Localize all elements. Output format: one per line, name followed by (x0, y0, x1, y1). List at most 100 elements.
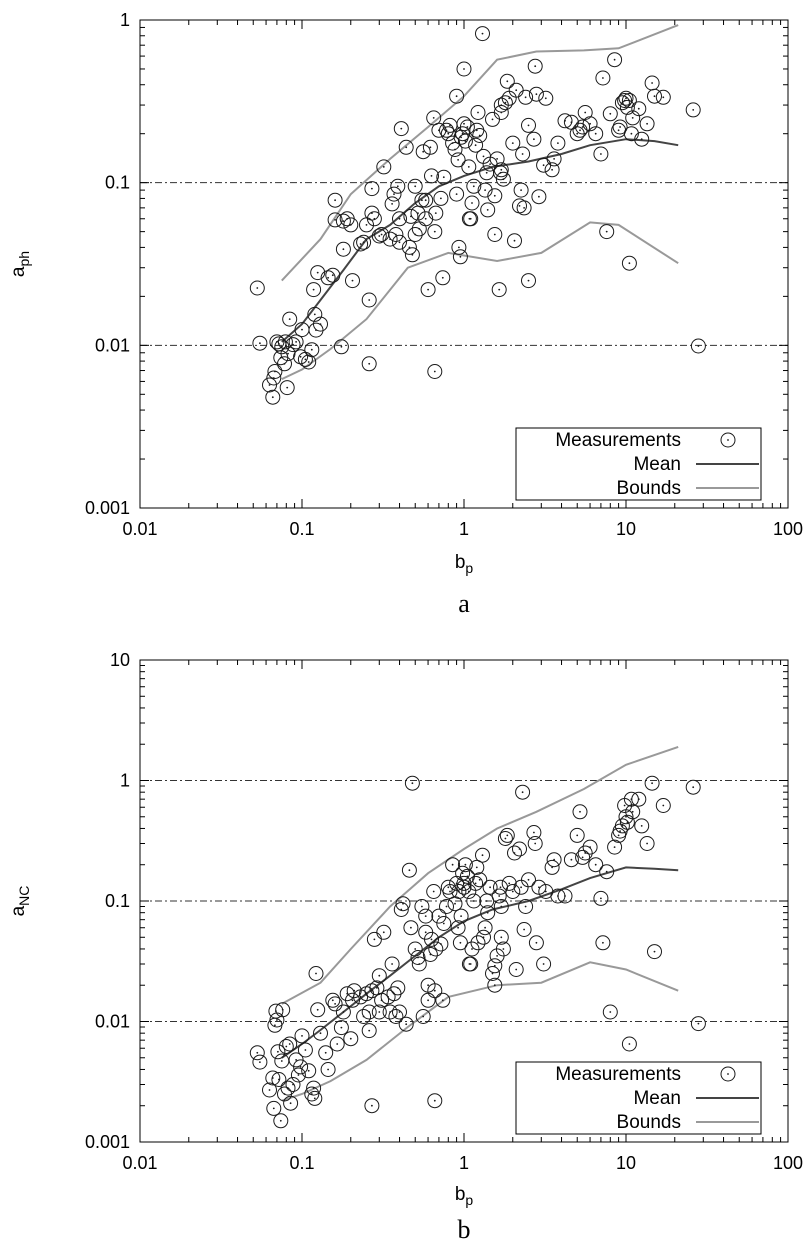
y-axis-label: aNC (8, 886, 32, 917)
data-point (449, 186, 465, 202)
data-point (401, 862, 417, 878)
data-point (497, 95, 513, 111)
x-tick-label: 0.01 (122, 519, 157, 539)
data-point (376, 159, 392, 175)
data-point (451, 239, 467, 255)
data-point (384, 956, 400, 972)
data-point (528, 935, 544, 951)
data-point (306, 282, 322, 298)
data-point (507, 845, 522, 861)
series-line-mean-mean (281, 138, 679, 343)
data-point (280, 1080, 296, 1096)
data-point (647, 944, 662, 960)
data-point (634, 818, 650, 834)
data-point (450, 152, 466, 168)
data-point (361, 1023, 377, 1039)
data-point (685, 102, 701, 118)
data-point (364, 1098, 380, 1114)
data-point (392, 1004, 407, 1020)
data-point (433, 190, 449, 206)
data-point (505, 884, 521, 899)
data-point (515, 784, 531, 800)
data-point (513, 879, 529, 895)
panel-caption: b (458, 1215, 471, 1244)
data-point (252, 1054, 268, 1070)
x-tick-labels: 0.01 0.1 1 10 100 (122, 519, 803, 539)
data-point (318, 1045, 334, 1061)
data-point (655, 798, 671, 813)
data-point (282, 1036, 298, 1052)
x-tick-label: 10 (616, 519, 636, 539)
data-point (308, 966, 324, 981)
data-point (294, 1028, 310, 1044)
y-tick-label: 0.1 (105, 891, 130, 911)
data-point (376, 924, 392, 940)
data-point (249, 1045, 265, 1061)
data-point (527, 58, 543, 74)
series-line-bounds-lower (281, 221, 679, 381)
data-point (297, 351, 313, 367)
data-point (685, 779, 701, 795)
data-point (407, 178, 423, 194)
data-point (464, 195, 480, 211)
data-point (369, 980, 385, 996)
data-point (252, 335, 268, 351)
data-point (546, 151, 562, 167)
data-point (343, 1031, 359, 1047)
data-point (390, 980, 406, 996)
panel-caption: a (458, 589, 470, 618)
data-point (508, 82, 524, 98)
data-point (538, 90, 554, 106)
data-point (472, 128, 488, 143)
data-point (527, 836, 543, 851)
series-line-bounds-upper (281, 745, 679, 1005)
data-point (470, 105, 486, 120)
gridlines (140, 780, 788, 1022)
data-point (445, 857, 461, 873)
data-point (550, 135, 566, 151)
data-point (536, 157, 552, 173)
data-point (516, 200, 532, 216)
data-point (464, 941, 480, 957)
legend: Measurements Mean Bounds (515, 1061, 762, 1135)
data-point (415, 1009, 431, 1024)
data-point (456, 61, 472, 77)
data-point (461, 159, 477, 175)
series-line-mean-mean (281, 866, 679, 1059)
data-point (371, 968, 387, 984)
y-tick-label: 0.01 (95, 1012, 130, 1032)
data-point (577, 105, 593, 120)
data-point (414, 192, 430, 208)
data-point (320, 1062, 336, 1077)
mean-line (281, 866, 679, 1059)
x-tick-labels: 0.01 0.1 1 10 100 (122, 1153, 803, 1173)
legend: Measurements Mean Bounds (515, 427, 762, 501)
data-point (265, 389, 281, 405)
data-point (431, 122, 447, 138)
x-tick-label: 1 (459, 1153, 469, 1173)
data-point (310, 1002, 326, 1018)
y-tick-label: 0.01 (95, 335, 130, 355)
data-point (390, 178, 406, 194)
data-point (487, 227, 503, 242)
y-tick-label: 0.001 (85, 1132, 130, 1152)
legend-label-measurements: Measurements (555, 430, 681, 451)
data-point (655, 89, 671, 105)
data-point (631, 791, 647, 807)
legend-label-mean: Mean (633, 1088, 681, 1109)
data-point (249, 280, 265, 296)
x-tick-label: 0.1 (289, 1153, 314, 1173)
data-point (366, 931, 382, 947)
data-point (599, 224, 615, 240)
legend-label-bounds: Bounds (617, 478, 681, 499)
data-point (572, 122, 588, 138)
data-point (325, 267, 341, 283)
gridlines (140, 182, 788, 346)
data-point (436, 169, 452, 185)
data-point (433, 936, 449, 952)
data-point (475, 26, 490, 42)
x-axis-label: bp (455, 552, 474, 576)
data-point (329, 1036, 345, 1052)
data-point (359, 986, 374, 1002)
